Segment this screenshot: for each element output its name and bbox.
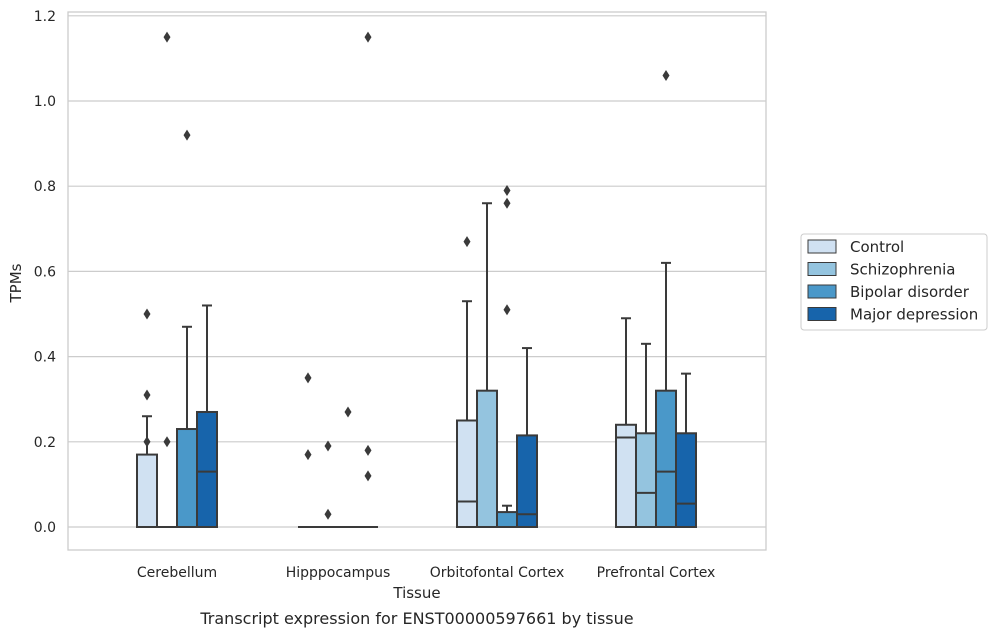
box-layer [136, 31, 697, 529]
legend-swatch [807, 239, 837, 254]
box-iqr [476, 389, 498, 528]
legend-item: Bipolar disorder [807, 283, 970, 301]
box-element [338, 406, 358, 528]
outlier-point [163, 436, 171, 448]
y-tick-label: 1.2 [34, 9, 56, 25]
legend-items: Control Schizophrenia Bipolar disorder Majo… [807, 238, 978, 324]
legend-label: Bipolar disorder [850, 283, 970, 301]
outlier-point [183, 129, 191, 141]
legend: Control Schizophrenia Bipolar disorder Majo… [800, 233, 988, 331]
box-iqr [196, 410, 218, 529]
legend-item: Schizophrenia [807, 261, 955, 279]
box-iqr [615, 423, 637, 529]
outlier-point [324, 440, 332, 452]
y-tick-labels: 0.0 0.2 0.4 0.6 0.8 1.0 1.2 [34, 9, 56, 536]
box-element [456, 236, 478, 528]
box-element [615, 317, 637, 529]
box-element [157, 31, 177, 528]
box-iqr [136, 453, 158, 528]
box-element [516, 347, 538, 528]
y-tick-label: 0.8 [34, 179, 56, 195]
box-iqr [456, 419, 478, 528]
y-tick-label: 0.0 [34, 520, 56, 536]
legend-label: Major depression [850, 306, 978, 324]
outlier-point [503, 304, 511, 316]
box-iqr [635, 432, 657, 528]
box-element [635, 342, 657, 528]
outlier-point [324, 508, 332, 520]
outlier-point [503, 197, 511, 209]
outlier-point [364, 470, 372, 482]
box-iqr [516, 434, 538, 528]
box-element [136, 308, 158, 528]
box-element [476, 202, 498, 528]
plot-frame [67, 11, 767, 551]
outlier-point [163, 31, 171, 43]
y-axis-label: TPMs [7, 263, 25, 303]
outlier-point [463, 236, 471, 248]
box-iqr [496, 511, 518, 529]
box-element [298, 372, 318, 528]
x-tick-label: Orbitofontal Cortex [430, 565, 565, 581]
box-iqr [655, 389, 677, 528]
outlier-point [304, 449, 312, 461]
x-tick-labels: Cerebellum Hipppocampus Orbitofontal Corte… [137, 565, 715, 581]
y-tick-label: 0.2 [34, 435, 56, 451]
outlier-point [143, 389, 151, 401]
box-element [358, 31, 378, 528]
outlier-point [344, 406, 352, 418]
outlier-point [364, 444, 372, 456]
x-tick-label: Cerebellum [137, 565, 217, 581]
outlier-point [304, 372, 312, 384]
y-tick-label: 0.6 [34, 264, 56, 280]
box-element [318, 440, 338, 528]
x-tick-label: Hipppocampus [286, 565, 391, 581]
box-element [675, 372, 697, 528]
legend-swatch [807, 284, 837, 299]
y-tick-label: 1.0 [34, 94, 56, 110]
chart-caption: Transcript expression for ENST0000059766… [199, 609, 633, 628]
box-element [496, 184, 518, 529]
box-element [196, 304, 218, 529]
outlier-point [143, 308, 151, 320]
y-tick-label: 0.4 [34, 350, 56, 366]
box-element [655, 69, 677, 528]
legend-label: Schizophrenia [850, 261, 955, 279]
outlier-point [662, 69, 670, 81]
legend-swatch [807, 262, 837, 276]
box-iqr [176, 428, 198, 528]
box-iqr [675, 432, 697, 528]
outlier-point [364, 31, 372, 43]
legend-frame [800, 233, 988, 331]
legend-swatch [807, 307, 837, 321]
outlier-point [503, 184, 511, 196]
legend-item: Major depression [807, 306, 978, 324]
legend-item: Control [807, 238, 904, 256]
legend-label: Control [850, 238, 904, 256]
outlier-point [143, 436, 151, 448]
box-element [176, 129, 198, 528]
x-tick-label: Prefrontal Cortex [597, 565, 716, 581]
x-axis-label: Tissue [392, 584, 440, 602]
